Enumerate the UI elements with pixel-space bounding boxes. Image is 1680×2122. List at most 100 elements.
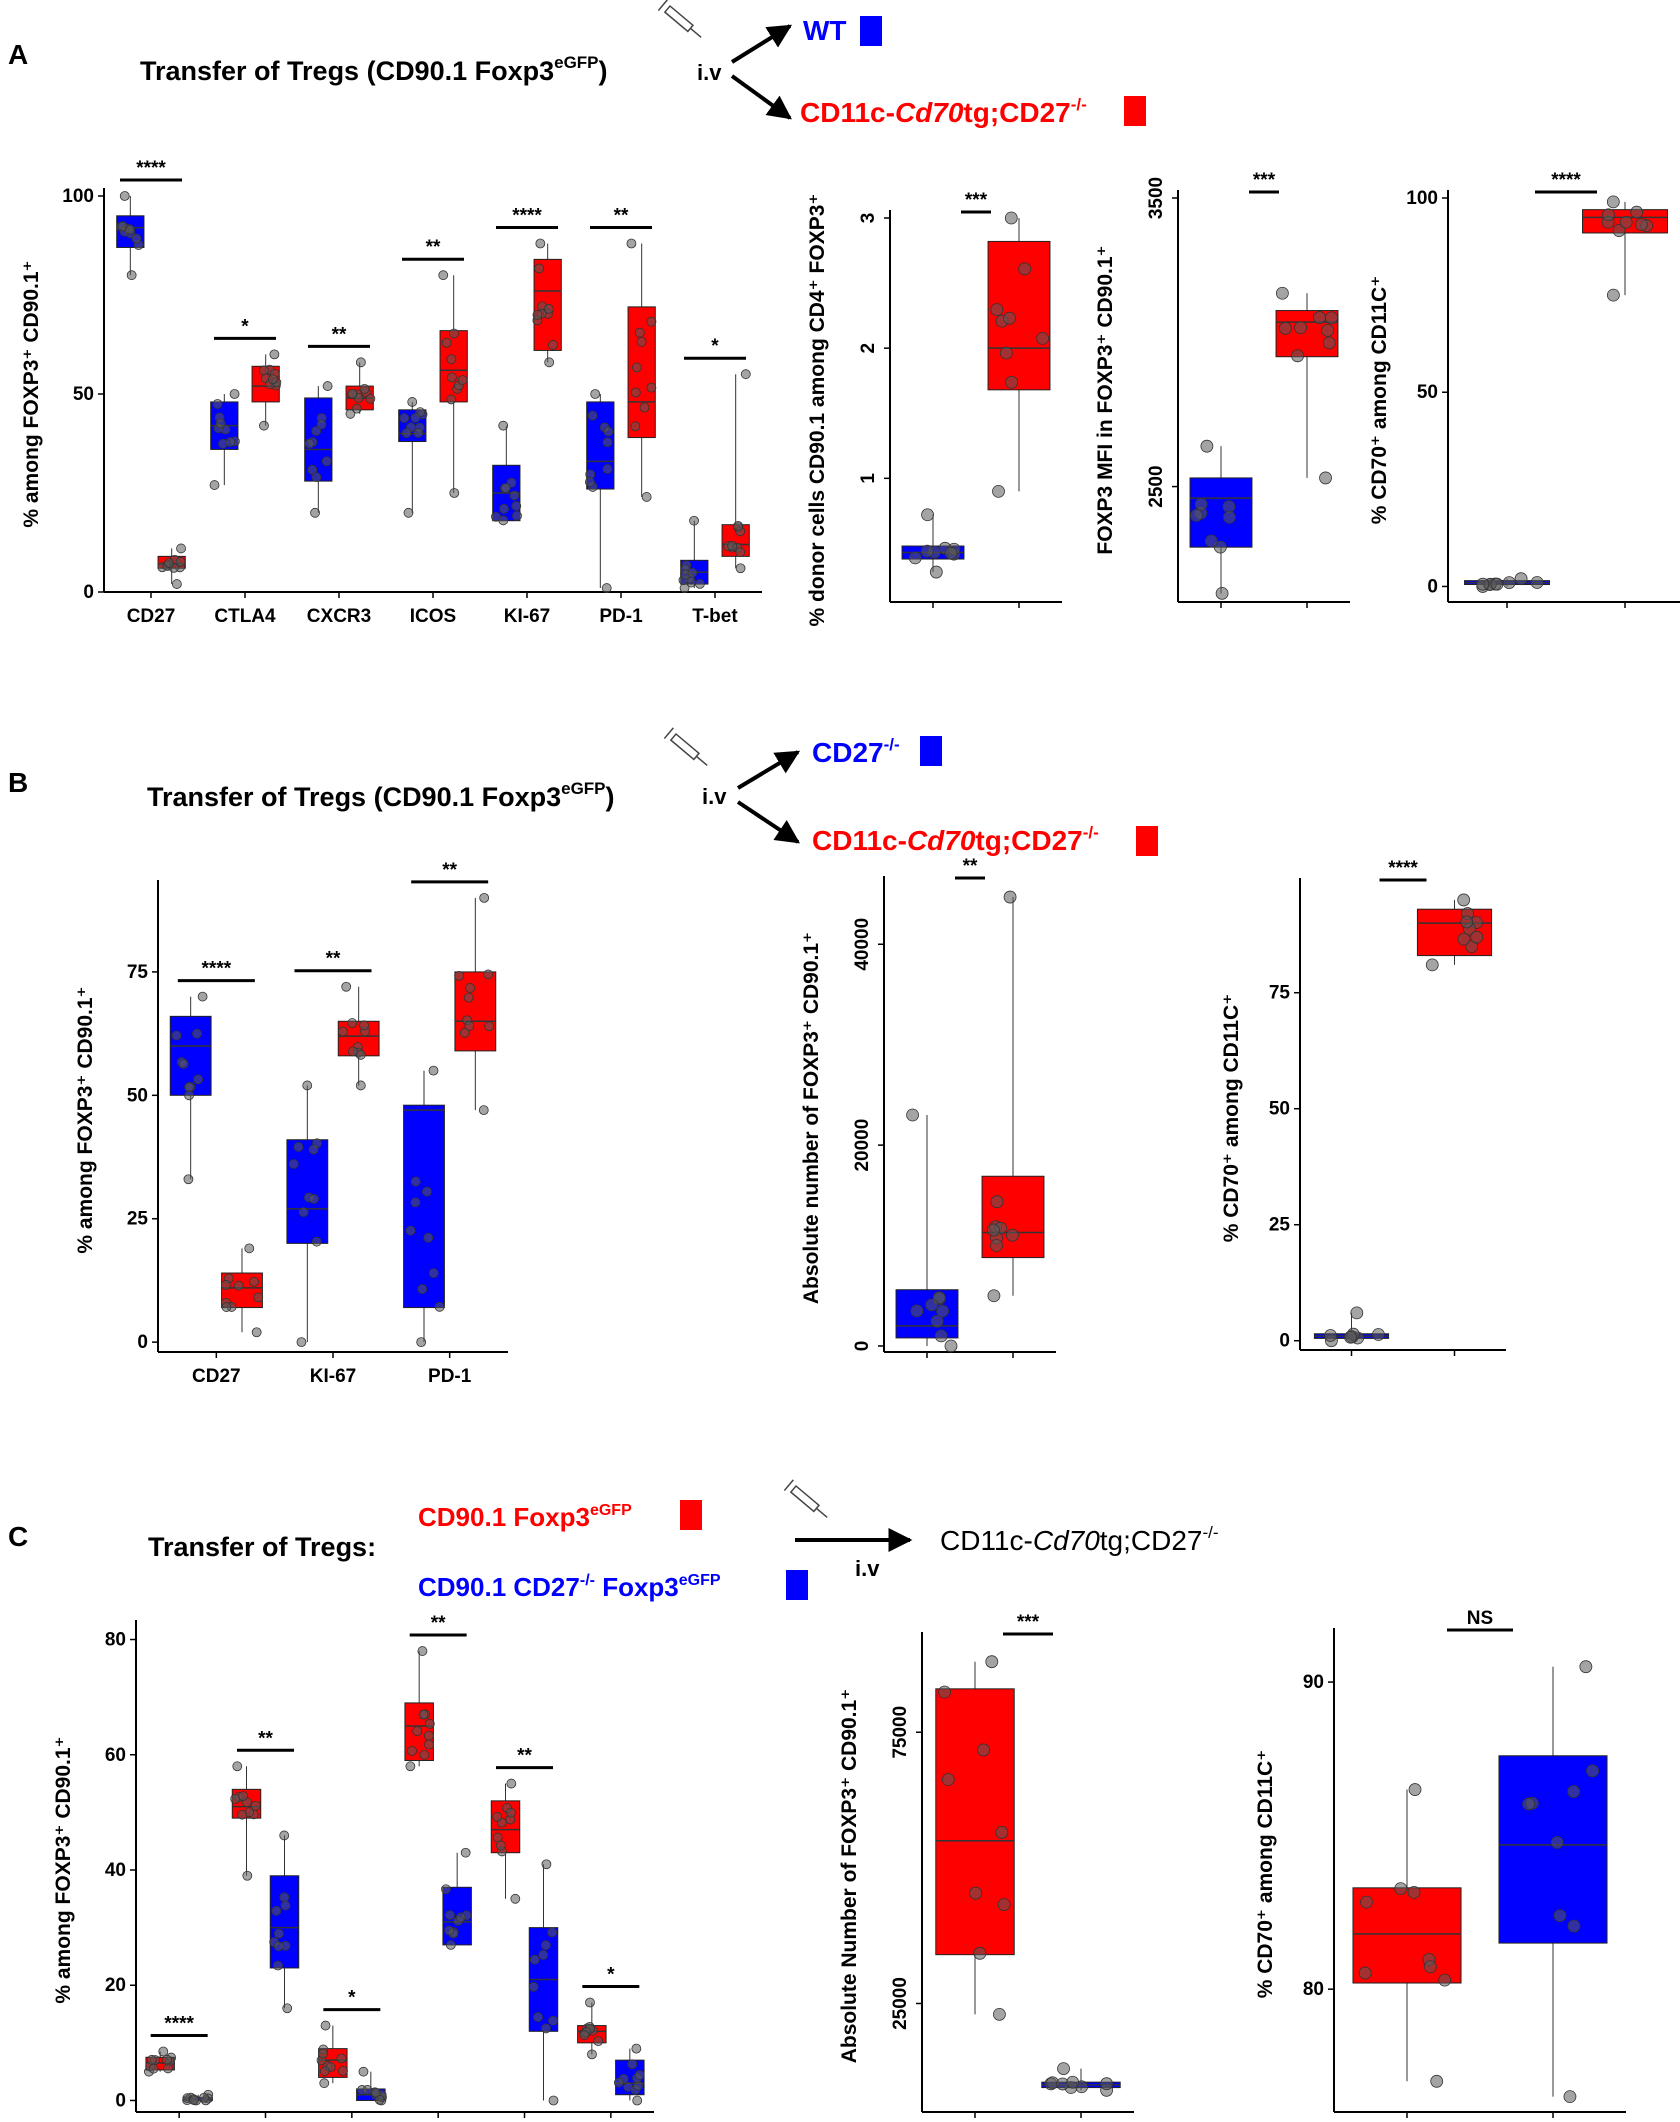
data-point: [727, 540, 737, 551]
significance-0: NS: [1447, 1608, 1513, 1632]
data-point: [293, 1142, 304, 1152]
y-tick-label: 0: [1279, 1331, 1290, 1352]
data-point: [370, 2087, 381, 2098]
panel-c-header: C Transfer of Tregs: CD90.1 Foxp3eGFP CD…: [8, 1479, 1219, 1602]
data-point: [1457, 893, 1471, 907]
data-point: [1476, 577, 1490, 591]
data-point: [602, 464, 613, 474]
data-point: [1213, 540, 1227, 554]
data-point: [410, 1197, 421, 1208]
chart-a4: 0 50 100 % CD70⁺ among CD11C⁺ ****: [1368, 170, 1680, 608]
data-point: [279, 1892, 290, 1903]
data-point: [273, 1960, 283, 1971]
data-point: [1470, 930, 1484, 944]
data-point: [735, 547, 746, 558]
data-point: [302, 1080, 313, 1091]
significance-label: **: [326, 949, 341, 970]
data-point: [479, 892, 490, 903]
data-point: [735, 563, 746, 574]
data-point: [348, 1046, 358, 1057]
data-point: [322, 381, 333, 391]
significance-2: **: [307, 324, 371, 348]
data-point: [412, 1726, 423, 1737]
data-point: [337, 1026, 348, 1037]
box-wt-0: [116, 191, 145, 281]
data-point: [1408, 1783, 1422, 1796]
data-point: [1360, 1895, 1373, 1909]
data-point: [920, 544, 934, 558]
box-cd11c-cd70tg-cd27--0: [221, 1243, 264, 1338]
box-cd11c-cd70tg-cd27--6: [721, 369, 751, 574]
box-cd11c-cd70tg-cd27--2: [454, 892, 497, 1116]
panel-b-route: i.v: [702, 784, 727, 809]
data-point: [585, 1997, 595, 2008]
panel-b-group-tg: CD11c-Cd70tg;CD27-/-: [812, 823, 1099, 856]
data-point: [1190, 509, 1203, 522]
significance-label: ***: [965, 190, 988, 211]
data-point: [1567, 1785, 1581, 1798]
box-wt-0: [1464, 572, 1550, 593]
data-point: [428, 1065, 439, 1076]
panel-a-arrow-down: [730, 74, 792, 120]
data-point: [636, 336, 647, 347]
data-point: [544, 357, 555, 368]
data-point: [938, 1685, 952, 1699]
data-point: [274, 1928, 284, 1939]
syringe-icon: [663, 727, 708, 766]
box-cd27--1: [286, 1080, 329, 1348]
data-point: [532, 310, 543, 320]
data-point: [178, 1059, 189, 1069]
data-point: [176, 543, 186, 554]
data-point: [626, 238, 637, 249]
data-point: [163, 2063, 173, 2074]
data-point: [454, 970, 464, 981]
significance-2: **: [411, 860, 489, 884]
data-point: [446, 394, 457, 405]
data-point: [308, 1194, 319, 1204]
panel-a-letter: A: [8, 39, 28, 70]
box-cd90-1-cd27-foxp3egfp-5: [613, 2043, 645, 2106]
box-cd11c-cd70tg-cd27--0: [987, 211, 1051, 498]
data-point: [634, 2070, 645, 2080]
data-point: [987, 1289, 1001, 1303]
data-point: [358, 2066, 369, 2077]
data-point: [1553, 1909, 1567, 1923]
data-point: [689, 515, 699, 526]
data-point: [602, 437, 613, 448]
data-point: [131, 233, 142, 244]
data-point: [1006, 1228, 1019, 1242]
panel-b-title: Transfer of Tregs (CD90.1 Foxp3eGFP): [147, 779, 615, 812]
data-point: [1100, 2077, 1114, 2091]
y-tick-label: 50: [1269, 1099, 1290, 1120]
x-tick-label-ctla4: CTLA4: [214, 606, 276, 627]
data-point: [319, 2066, 330, 2077]
data-point: [687, 567, 698, 578]
data-point: [311, 1236, 322, 1247]
data-point: [244, 1243, 255, 1254]
data-point: [1003, 311, 1016, 325]
data-point: [529, 1954, 540, 1965]
box-cd90-1-cd27-foxp3egfp-1: [269, 1830, 300, 2014]
box-cd27--0: [1313, 1306, 1390, 1348]
data-point: [1563, 2090, 1577, 2104]
box-wt-5: [584, 389, 615, 593]
box-cd11c-cd70tg-cd27--0: [1275, 286, 1339, 485]
y-tick-label: 20000: [852, 1119, 873, 1172]
data-point: [1344, 1330, 1357, 1344]
data-point: [646, 382, 657, 393]
data-point: [1372, 1328, 1385, 1341]
data-point: [495, 1840, 506, 1851]
data-point: [307, 464, 318, 475]
data-point: [1057, 2062, 1070, 2075]
data-point: [229, 389, 240, 399]
data-point: [311, 472, 322, 483]
data-point: [212, 399, 223, 409]
data-point: [259, 420, 269, 431]
y-tick-label: 40000: [852, 918, 873, 971]
panel-a-arrow-up: [730, 24, 793, 64]
y-tick-label: 0: [115, 2090, 126, 2111]
data-point: [1321, 323, 1334, 337]
data-point: [126, 270, 137, 281]
chart-c2: 25000 75000 Absolute Number of FOXP3⁺ CD90…: [838, 1612, 1134, 2118]
